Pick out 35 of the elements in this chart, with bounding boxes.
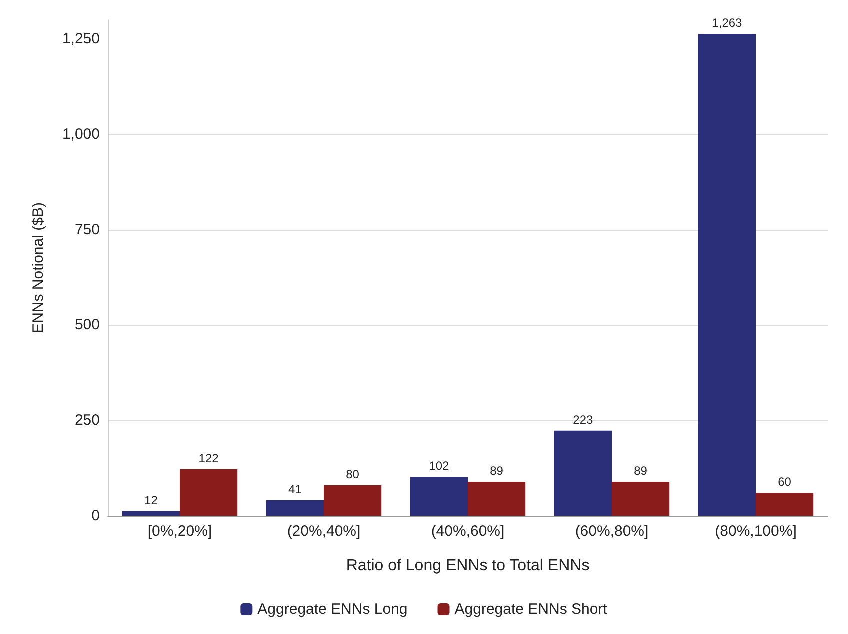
y-tick-label: 0: [92, 508, 100, 524]
x-tick-label: (80%,100%]: [715, 523, 797, 540]
data-label: 80: [346, 467, 360, 482]
legend-label: Aggregate ENNs Long: [258, 601, 408, 618]
y-tick-label: 1,000: [62, 126, 100, 143]
x-axis-title: Ratio of Long ENNs to Total ENNs: [346, 558, 590, 574]
data-label: 122: [198, 451, 220, 466]
y-axis-title: ENNs Notional ($B): [30, 202, 47, 334]
bar: [468, 482, 526, 516]
x-tick-label: [0%,20%]: [148, 523, 212, 540]
data-label: 89: [490, 464, 504, 478]
data-label: 89: [634, 464, 648, 478]
data-label: 12: [144, 493, 158, 508]
x-tick-label: (40%,60%]: [431, 523, 505, 540]
bar: [756, 493, 814, 516]
data-label: 102: [429, 459, 450, 474]
legend-label: Aggregate ENNs Short: [454, 601, 608, 618]
y-tick-label: 750: [74, 221, 100, 238]
data-label: 60: [778, 475, 792, 490]
bar: [698, 34, 756, 516]
data-label: 223: [573, 412, 594, 427]
y-tick-label: 250: [74, 412, 100, 430]
bar: [180, 469, 238, 516]
y-tick-label: 500: [74, 316, 100, 334]
bar: [554, 430, 612, 516]
y-tick-label: 1,250: [62, 30, 100, 48]
bar: [324, 485, 382, 516]
x-tick-label: (60%,80%]: [575, 523, 649, 540]
data-label: 41: [288, 482, 302, 496]
bar: [410, 477, 468, 516]
bar: [122, 511, 180, 516]
bar: [612, 482, 670, 516]
data-label: 1,263: [712, 16, 743, 30]
bar: [266, 500, 324, 516]
x-tick-label: (20%,40%]: [287, 523, 361, 540]
